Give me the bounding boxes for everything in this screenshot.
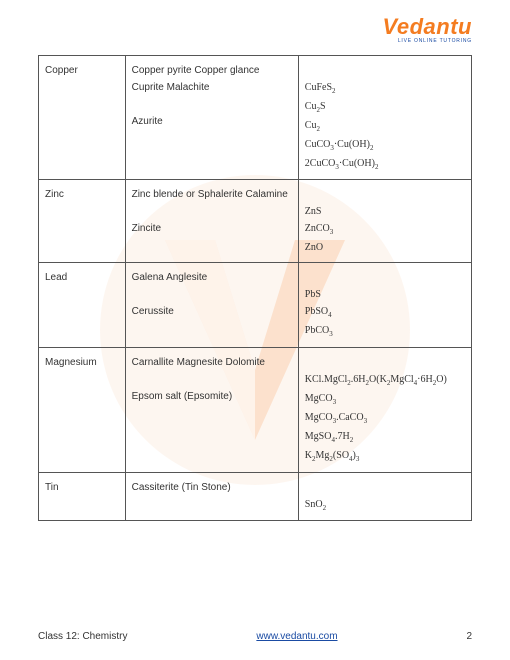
formula-cell: CuFeS2Cu2SCu2CuCO3·Cu(OH)22CuCO3·Cu(OH)2: [298, 56, 471, 180]
table-row: CopperCopper pyrite Copper glance Cuprit…: [39, 56, 472, 180]
ores-table: CopperCopper pyrite Copper glance Cuprit…: [38, 55, 472, 521]
footer-page-no: 2: [466, 631, 472, 642]
ores-cell: Zinc blende or Sphalerite CalamineZincit…: [125, 180, 298, 263]
brand-name: Vedantu: [383, 14, 472, 40]
formula-cell: PbSPbSO4PbCO3: [298, 263, 471, 348]
ores-table-wrap: CopperCopper pyrite Copper glance Cuprit…: [38, 55, 472, 521]
footer-link[interactable]: www.vedantu.com: [256, 631, 337, 642]
ores-cell: Galena AnglesiteCerussite: [125, 263, 298, 348]
element-cell: Magnesium: [39, 348, 126, 472]
ores-cell: Carnallite Magnesite DolomiteEpsom salt …: [125, 348, 298, 472]
page-footer: Class 12: Chemistry www.vedantu.com 2: [38, 631, 472, 642]
ores-cell: Cassiterite (Tin Stone): [125, 472, 298, 521]
brand-header: Vedantu LIVE ONLINE TUTORING: [383, 14, 472, 44]
footer-left: Class 12: Chemistry: [38, 631, 127, 642]
table-row: LeadGalena AnglesiteCerussitePbSPbSO4PbC…: [39, 263, 472, 348]
element-cell: Lead: [39, 263, 126, 348]
table-row: TinCassiterite (Tin Stone)SnO2: [39, 472, 472, 521]
element-cell: Copper: [39, 56, 126, 180]
formula-cell: KCl.MgCl2.6H2O(K2MgCl4·6H2O)MgCO3MgCO3.C…: [298, 348, 471, 472]
table-row: MagnesiumCarnallite Magnesite DolomiteEp…: [39, 348, 472, 472]
element-cell: Tin: [39, 472, 126, 521]
formula-cell: SnO2: [298, 472, 471, 521]
formula-cell: ZnSZnCO3ZnO: [298, 180, 471, 263]
ores-cell: Copper pyrite Copper glance Cuprite Mala…: [125, 56, 298, 180]
table-row: ZincZinc blende or Sphalerite CalamineZi…: [39, 180, 472, 263]
element-cell: Zinc: [39, 180, 126, 263]
